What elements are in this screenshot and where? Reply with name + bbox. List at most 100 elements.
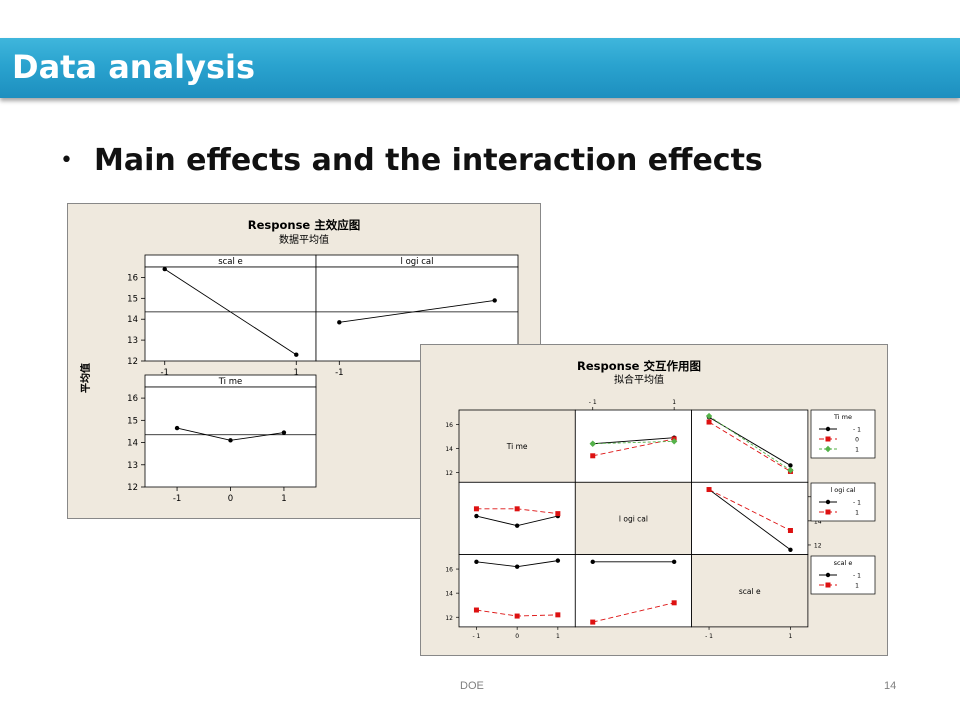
main-effect-line — [164, 268, 297, 356]
legend-marker — [825, 572, 831, 578]
x-tick-label: -1 — [173, 494, 181, 504]
interaction-line — [592, 437, 675, 445]
legend-entry: - 1 — [853, 573, 861, 580]
footer-label: DOE — [460, 680, 484, 692]
data-point — [162, 266, 167, 272]
legend-marker — [825, 582, 831, 588]
interaction-line — [708, 415, 791, 471]
interaction-cell-plot — [590, 559, 677, 625]
interaction-cell-plot — [473, 558, 561, 619]
interaction-line — [592, 438, 675, 457]
interaction-line — [592, 440, 675, 445]
interaction-cell-plot — [473, 506, 561, 528]
legend-entry: 1 — [855, 583, 859, 590]
y-tick-label: 16 — [445, 422, 453, 429]
data-point — [492, 298, 497, 303]
legend: Ti me- 1 0 1 — [810, 409, 876, 459]
data-point — [590, 619, 596, 625]
factor-label: scal e — [739, 587, 761, 596]
data-point — [474, 559, 479, 565]
data-point — [787, 528, 793, 533]
diagonal-factor-cell — [458, 409, 576, 483]
interaction-cell — [458, 481, 576, 556]
data-point — [788, 463, 793, 468]
legend-entry: 1 — [855, 447, 859, 454]
interaction-cell — [574, 409, 693, 483]
interaction-line — [708, 489, 791, 551]
data-point — [337, 320, 342, 325]
legend-title: Ti me — [833, 413, 852, 421]
legend-box — [810, 409, 876, 459]
panel-plot-area — [144, 266, 317, 362]
x-tick-label: - 1 — [472, 633, 480, 640]
slide-title: Data analysis — [12, 48, 256, 86]
diagonal-factor-cell — [574, 481, 693, 556]
panel-header-label: Ti me — [218, 377, 243, 387]
y-tick-label: 12 — [445, 470, 453, 477]
data-point — [706, 419, 712, 425]
interaction-line — [708, 489, 791, 531]
bullet-item: • Main effects and the interaction effec… — [60, 138, 763, 182]
diagonal-factor-cell — [691, 554, 809, 628]
data-point — [590, 559, 595, 565]
legend-marker — [824, 445, 832, 453]
interaction-cell — [691, 481, 809, 556]
data-point — [514, 506, 520, 512]
x-tick-label: -1 — [160, 368, 168, 378]
y-tick-label: 16 — [445, 567, 453, 574]
y-tick-label: 12 — [127, 483, 138, 493]
legend-marker — [825, 509, 831, 515]
y-tick-label: 13 — [127, 336, 138, 346]
x-tick-label: 1 — [294, 368, 299, 378]
legend-entry: 0 — [855, 437, 859, 444]
interaction-cell — [574, 554, 693, 628]
data-point — [589, 440, 596, 447]
chart-subtitle: 拟合平均值 — [614, 373, 664, 386]
y-tick-label: 14 — [814, 518, 822, 525]
slide-title-bar: Data analysis — [0, 38, 960, 98]
x-tick-label: 0 — [515, 633, 519, 640]
chart-subtitle: 数据平均值 — [279, 233, 329, 246]
panel-header-label: scal e — [218, 257, 243, 267]
data-point — [294, 352, 299, 357]
page-number: 14 — [884, 680, 897, 692]
data-point — [228, 438, 233, 443]
interaction-cell-plot — [705, 412, 794, 474]
data-point — [514, 564, 520, 569]
x-tick-label: 0 — [228, 494, 233, 504]
y-tick-label: 12 — [445, 615, 453, 622]
x-tick-label: 1 — [672, 399, 676, 406]
y-tick-label: 13 — [127, 461, 138, 471]
data-point — [670, 438, 678, 445]
chart-title: Response 交互作用图 — [577, 359, 701, 373]
legend-marker — [825, 499, 831, 505]
bullet-icon: • — [60, 147, 73, 173]
data-point — [473, 607, 479, 613]
data-point — [671, 559, 677, 565]
x-tick-label: -1 — [335, 368, 343, 378]
main-effect-line — [339, 299, 495, 323]
legend-marker — [825, 426, 831, 432]
legend-title: l ogi cal — [830, 486, 855, 494]
x-tick-label: - 1 — [589, 399, 597, 406]
x-tick-label: 1 — [556, 633, 560, 640]
factor-label: l ogi cal — [619, 514, 648, 523]
x-tick-label: - 1 — [705, 633, 713, 640]
legend: l ogi cal - 1 1 — [810, 482, 876, 522]
interaction-line — [592, 602, 675, 623]
main-effect-panel: Ti me 12 13 14 15 16 -1 0 1 — [127, 374, 317, 504]
y-tick-label: 12 — [127, 357, 138, 367]
interaction-cell-plot — [706, 487, 793, 552]
data-point — [281, 430, 287, 435]
y-axis-label: 平均值 — [79, 363, 92, 393]
legend-title: scal e — [834, 559, 853, 567]
y-tick-label: 14 — [127, 439, 138, 449]
y-tick-label: 14 — [445, 446, 453, 453]
legend-entry: - 1 — [853, 500, 861, 507]
data-point — [514, 613, 520, 619]
interaction-cell-plot — [589, 435, 678, 459]
y-tick-label: 15 — [127, 294, 138, 304]
data-point — [555, 511, 561, 517]
legend: scal e- 1 1 — [810, 555, 876, 595]
factor-label: Ti me — [506, 442, 528, 451]
